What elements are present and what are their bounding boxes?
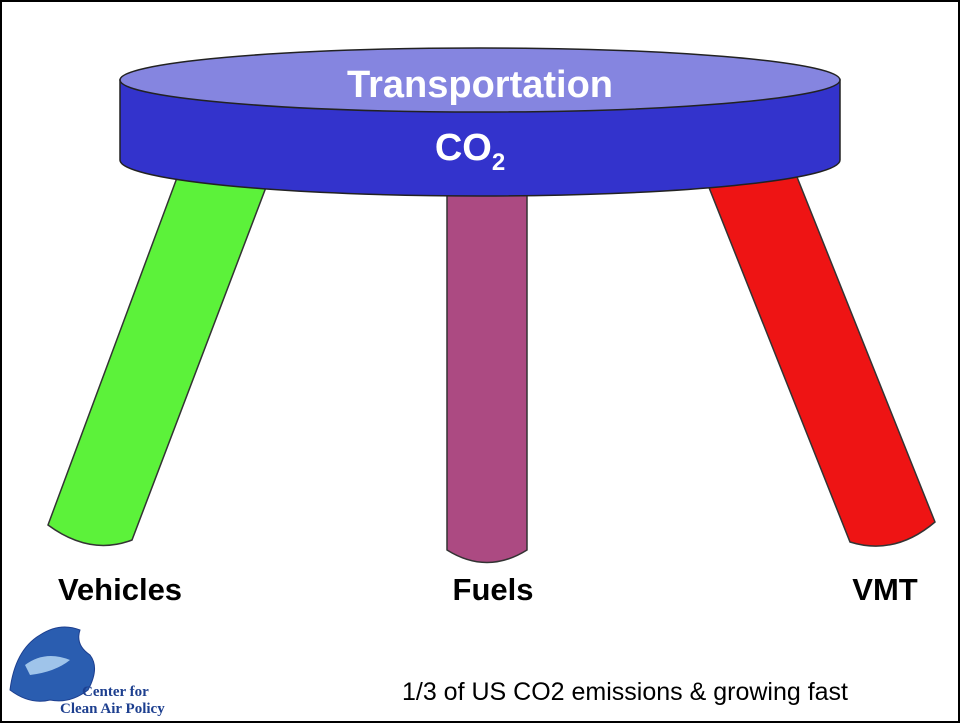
title-formula: CO2: [435, 127, 505, 176]
leg-vehicles: [47, 174, 270, 547]
leg-label: Vehicles: [58, 572, 182, 607]
leg-label: Fuels: [453, 572, 534, 607]
seat-top: [119, 47, 841, 113]
leg-fuels: [446, 184, 528, 564]
leg-label: VMT: [852, 572, 918, 607]
leg-vmt: [704, 171, 936, 547]
logo: Center for Clean Air Policy: [9, 626, 165, 717]
footer: 1/3 of US CO2 emissions & growing fast: [402, 678, 848, 706]
logo-text: Center for: [82, 684, 149, 700]
logo-text: Clean Air Policy: [60, 701, 165, 717]
title-main: Transportation: [347, 64, 613, 106]
seat-side: [119, 79, 841, 197]
